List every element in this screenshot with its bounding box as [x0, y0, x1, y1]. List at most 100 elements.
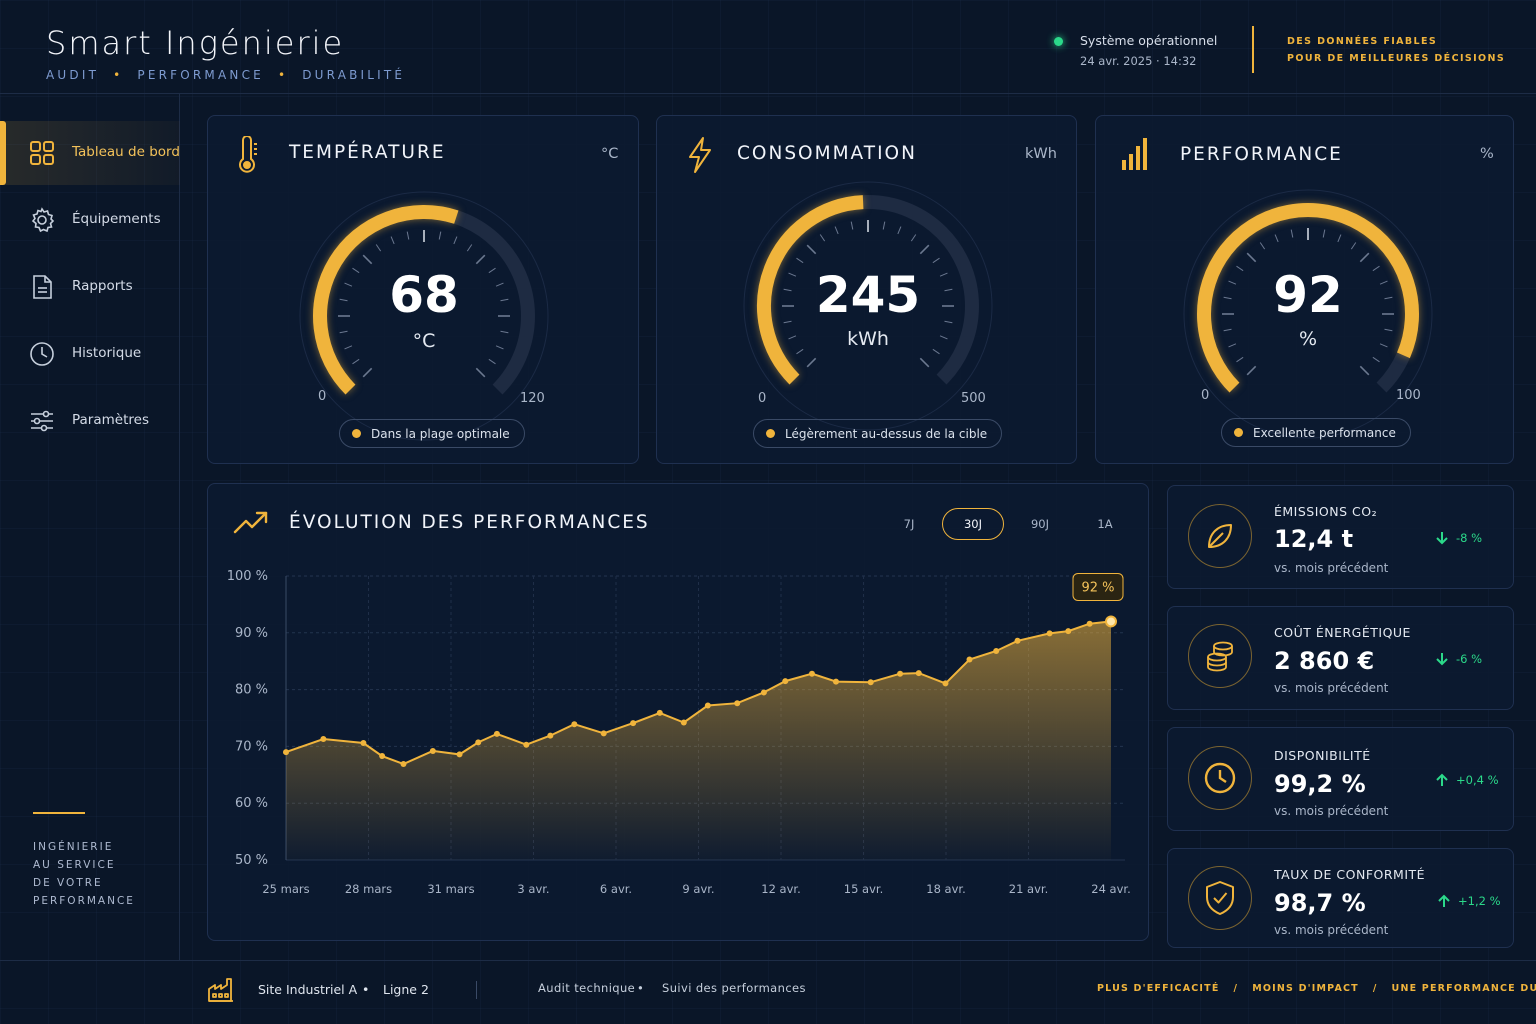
gauge-tick: [390, 236, 395, 245]
gauge-tick: [944, 288, 953, 292]
data-point: [493, 730, 500, 737]
gauge-tick: [932, 348, 940, 355]
status-text: Dans la plage optimale: [371, 426, 510, 441]
y-tick-label: 70 %: [235, 739, 268, 754]
data-point: [1014, 637, 1021, 644]
gauge-tick: [919, 244, 930, 255]
kpi-subtitle: vs. mois précédent: [1274, 561, 1389, 575]
data-point: [942, 680, 949, 687]
x-tick-label: 28 mars: [345, 882, 392, 896]
kpi-delta: -6 %: [1436, 652, 1482, 666]
kpi-icon-circle: [1188, 504, 1252, 568]
motto-line: INGÉNIERIE: [33, 841, 114, 853]
gauge-value-arc: [313, 205, 459, 395]
coins-icon: [1207, 641, 1233, 672]
gauge-tick: [796, 348, 804, 355]
y-tick-label: 80 %: [235, 683, 268, 698]
kpi-label: DISPONIBILITÉ: [1274, 748, 1371, 763]
status-pill: Excellente performance: [1221, 418, 1411, 447]
gauge-tick: [783, 288, 792, 292]
gauge-min: 0: [1201, 388, 1210, 403]
performance-area-chart: 100 % 90 % 80 % 70 % 60 % 50 % 25 mars 28 mars 3…: [227, 569, 1131, 896]
sidebar-item-label: Équipements: [72, 211, 161, 227]
kpi-value: 2 860 €: [1274, 647, 1375, 675]
trend-up-icon: [233, 511, 268, 534]
slogan-separator: /: [1233, 983, 1239, 994]
kpi-label: COÛT ÉNERGÉTIQUE: [1274, 625, 1411, 640]
sidebar-item-historique[interactable]: Historique: [0, 322, 180, 386]
gauge-tick: [1246, 365, 1257, 376]
y-tick-label: 90 %: [235, 626, 268, 641]
data-point: [656, 709, 663, 716]
kpi-delta: -8 %: [1436, 531, 1482, 545]
gauge-tick: [1337, 234, 1342, 243]
header-tagline: DES DONNÉES FIABLES POUR DE MEILLEURES D…: [1287, 33, 1505, 67]
x-tick-label: 6 avr.: [600, 882, 632, 896]
sidebar-item-equipements[interactable]: Équipements: [0, 188, 180, 252]
range-7j-button[interactable]: 7J: [903, 517, 915, 531]
status-indicator-icon: [1054, 37, 1063, 46]
gauge-tick: [788, 335, 797, 340]
gauge-tick: [939, 335, 948, 340]
card-unit: kWh: [1025, 146, 1057, 162]
kpi-icon-circle: [1188, 746, 1252, 810]
status-text: Légèrement au-dessus de la cible: [785, 426, 988, 441]
data-point: [1065, 628, 1072, 635]
value-callout-label: 92 %: [1081, 580, 1114, 595]
gauge-tick: [796, 257, 804, 264]
gauge-tick: [352, 358, 360, 365]
range-30j-button[interactable]: 30J: [942, 508, 1004, 540]
gauge-tick: [806, 244, 817, 255]
range-90j-button[interactable]: 90J: [1030, 517, 1050, 531]
data-point: [400, 761, 407, 768]
brand-tags: AUDIT • PERFORMANCE • DURABILITÉ: [46, 68, 406, 82]
gauge-tick: [1246, 252, 1257, 263]
gauge-tick: [488, 358, 496, 365]
data-point: [1105, 615, 1117, 628]
gauge-unit: °C: [412, 330, 436, 352]
app-title: Smart Ingénierie: [46, 24, 345, 62]
data-point: [966, 656, 973, 663]
data-point: [760, 689, 767, 696]
data-point: [808, 670, 815, 677]
x-tick-label: 24 avr.: [1091, 882, 1130, 896]
tag-audit: AUDIT: [46, 68, 100, 82]
gauge-tick: [406, 231, 410, 240]
gauge-tick: [1379, 343, 1388, 348]
kpi-value: 99,2 %: [1274, 770, 1366, 798]
gauge-tick: [500, 298, 509, 302]
footer-slogan: PLUS D'EFFICACITÉ / MOINS D'IMPACT / UNE…: [1097, 983, 1536, 994]
kpi-subtitle: vs. mois précédent: [1274, 681, 1389, 695]
gauge-tick: [897, 226, 902, 235]
gauge-tick: [850, 221, 854, 230]
kpi-label: TAUX DE CONFORMITÉ: [1274, 867, 1426, 882]
kpi-card-conformite: TAUX DE CONFORMITÉ 98,7 % vs. mois précé…: [1167, 848, 1514, 948]
gauge-tick: [466, 244, 473, 252]
gauge-tick: [910, 234, 917, 242]
range-1a-button[interactable]: 1A: [1097, 517, 1113, 531]
sidebar-item-tableau-de-bord[interactable]: Tableau de bord: [0, 121, 180, 185]
kpi-icon-circle: [1188, 866, 1252, 930]
sidebar-motto: INGÉNIERIE AU SERVICE DE VOTRE PERFORMAN…: [33, 838, 135, 910]
data-point: [429, 747, 436, 754]
x-tick-label: 12 avr.: [761, 882, 800, 896]
gauge-tick: [1359, 252, 1370, 263]
card-unit: °C: [601, 146, 619, 162]
footer-audit: Audit technique: [538, 981, 636, 995]
gauge-tick: [1384, 328, 1393, 332]
sidebar-item-label: Tableau de bord: [72, 144, 180, 160]
card-title: CONSOMMATION: [737, 143, 917, 164]
tagline-line-1: DES DONNÉES FIABLES: [1287, 36, 1438, 47]
sliders-icon: [31, 410, 53, 432]
gauge-tick: [352, 267, 360, 274]
gauge-tick: [1290, 229, 1294, 238]
gauge-tick: [495, 345, 504, 350]
sidebar-item-rapports[interactable]: Rapports: [0, 255, 180, 319]
tagline-line-2: POUR DE MEILLEURES DÉCISIONS: [1287, 53, 1506, 64]
gauge-tick: [362, 254, 373, 265]
sidebar-item-parametres[interactable]: Paramètres: [0, 389, 180, 453]
gauge-tick: [475, 254, 486, 265]
data-point: [630, 720, 637, 727]
consumption-gauge: [743, 181, 993, 431]
gauge-value: 92: [1273, 266, 1343, 324]
